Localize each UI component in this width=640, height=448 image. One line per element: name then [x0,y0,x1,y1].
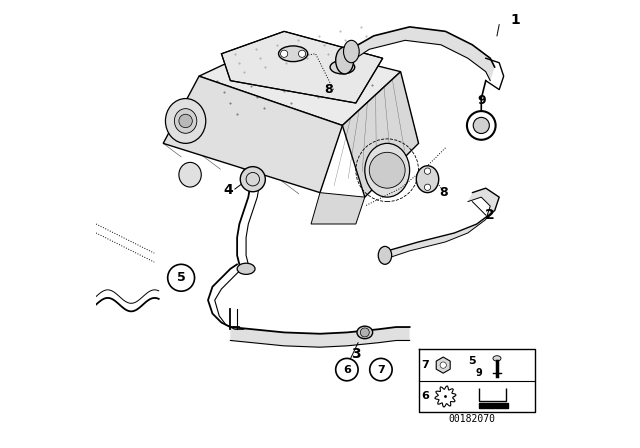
Text: 8: 8 [439,186,447,199]
Polygon shape [230,327,410,347]
Polygon shape [199,40,401,125]
Ellipse shape [357,326,372,339]
Text: 5: 5 [177,271,186,284]
Text: 4: 4 [223,183,233,198]
Text: 9: 9 [476,368,483,378]
Circle shape [168,264,195,291]
Circle shape [360,328,369,337]
Text: 5: 5 [468,356,476,366]
Text: 6: 6 [343,365,351,375]
Ellipse shape [278,46,308,61]
Circle shape [467,111,495,140]
Circle shape [179,114,193,128]
Text: 6: 6 [421,392,429,401]
Ellipse shape [493,356,501,361]
Circle shape [424,168,431,174]
Circle shape [336,358,358,381]
Polygon shape [342,27,495,81]
Ellipse shape [417,166,439,193]
Text: 2: 2 [485,208,495,222]
Ellipse shape [237,263,255,274]
Text: 7: 7 [421,360,429,370]
Polygon shape [163,76,342,193]
Ellipse shape [344,40,359,63]
Polygon shape [311,193,365,224]
Text: 00182070: 00182070 [449,414,496,424]
Ellipse shape [330,60,355,74]
Polygon shape [342,72,419,197]
Circle shape [440,362,446,368]
Circle shape [280,50,288,57]
Circle shape [369,152,405,188]
Text: 8: 8 [324,83,333,96]
Circle shape [473,117,490,134]
Ellipse shape [179,163,201,187]
Ellipse shape [378,246,392,264]
Circle shape [298,50,306,57]
Circle shape [240,167,266,192]
Text: 7: 7 [377,365,385,375]
Text: 9: 9 [477,94,486,108]
Ellipse shape [166,99,206,143]
Text: 3: 3 [351,347,361,361]
Ellipse shape [175,109,197,134]
Text: 1: 1 [510,13,520,27]
Polygon shape [383,188,499,260]
Circle shape [424,184,431,190]
Circle shape [370,358,392,381]
Ellipse shape [336,47,354,74]
Ellipse shape [365,143,410,197]
Polygon shape [221,31,383,103]
